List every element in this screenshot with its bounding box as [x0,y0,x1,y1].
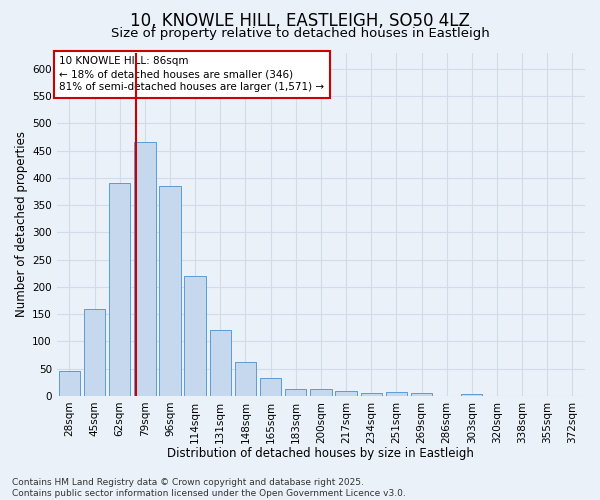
Text: 10 KNOWLE HILL: 86sqm
← 18% of detached houses are smaller (346)
81% of semi-det: 10 KNOWLE HILL: 86sqm ← 18% of detached … [59,56,325,92]
Y-axis label: Number of detached properties: Number of detached properties [15,131,28,317]
Bar [335,392,357,396]
Bar [184,276,206,396]
Text: Contains HM Land Registry data © Crown copyright and database right 2025.
Contai: Contains HM Land Registry data © Crown c… [12,478,406,498]
Bar [285,389,307,396]
Bar [461,394,482,396]
Bar [84,308,105,396]
Bar [209,330,231,396]
Bar [159,186,181,396]
Bar [134,142,155,396]
Bar [411,392,432,396]
Bar [310,390,332,396]
Text: 10, KNOWLE HILL, EASTLEIGH, SO50 4LZ: 10, KNOWLE HILL, EASTLEIGH, SO50 4LZ [130,12,470,30]
Bar [260,378,281,396]
Text: Size of property relative to detached houses in Eastleigh: Size of property relative to detached ho… [110,28,490,40]
Bar [59,372,80,396]
Bar [109,184,130,396]
Bar [235,362,256,396]
X-axis label: Distribution of detached houses by size in Eastleigh: Distribution of detached houses by size … [167,447,475,460]
Bar [386,392,407,396]
Bar [361,393,382,396]
